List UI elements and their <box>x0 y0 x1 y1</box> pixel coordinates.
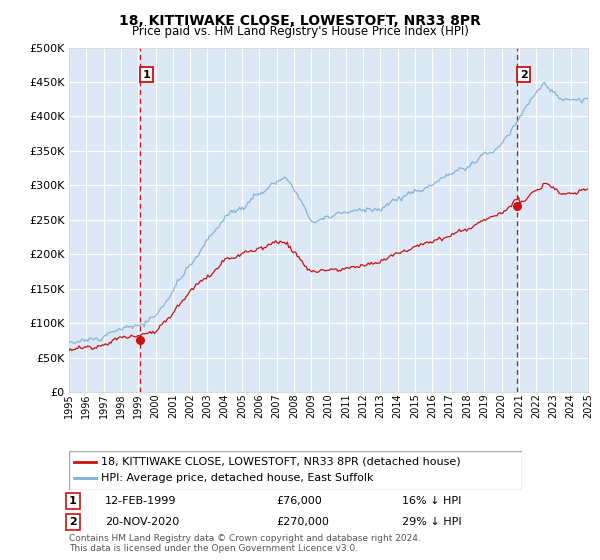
Text: £76,000: £76,000 <box>276 496 322 506</box>
Text: 20-NOV-2020: 20-NOV-2020 <box>105 517 179 527</box>
Text: 2: 2 <box>69 517 77 527</box>
Text: 16% ↓ HPI: 16% ↓ HPI <box>402 496 461 506</box>
Text: 1: 1 <box>69 496 77 506</box>
Text: 29% ↓ HPI: 29% ↓ HPI <box>402 517 461 527</box>
Text: HPI: Average price, detached house, East Suffolk: HPI: Average price, detached house, East… <box>101 473 373 483</box>
Text: 12-FEB-1999: 12-FEB-1999 <box>105 496 176 506</box>
Text: 2: 2 <box>520 69 527 80</box>
Text: £270,000: £270,000 <box>276 517 329 527</box>
Text: 18, KITTIWAKE CLOSE, LOWESTOFT, NR33 8PR: 18, KITTIWAKE CLOSE, LOWESTOFT, NR33 8PR <box>119 14 481 28</box>
Text: 18, KITTIWAKE CLOSE, LOWESTOFT, NR33 8PR (detached house): 18, KITTIWAKE CLOSE, LOWESTOFT, NR33 8PR… <box>101 457 460 467</box>
Text: Price paid vs. HM Land Registry's House Price Index (HPI): Price paid vs. HM Land Registry's House … <box>131 25 469 38</box>
Text: 1: 1 <box>143 69 151 80</box>
Text: Contains HM Land Registry data © Crown copyright and database right 2024.
This d: Contains HM Land Registry data © Crown c… <box>69 534 421 553</box>
